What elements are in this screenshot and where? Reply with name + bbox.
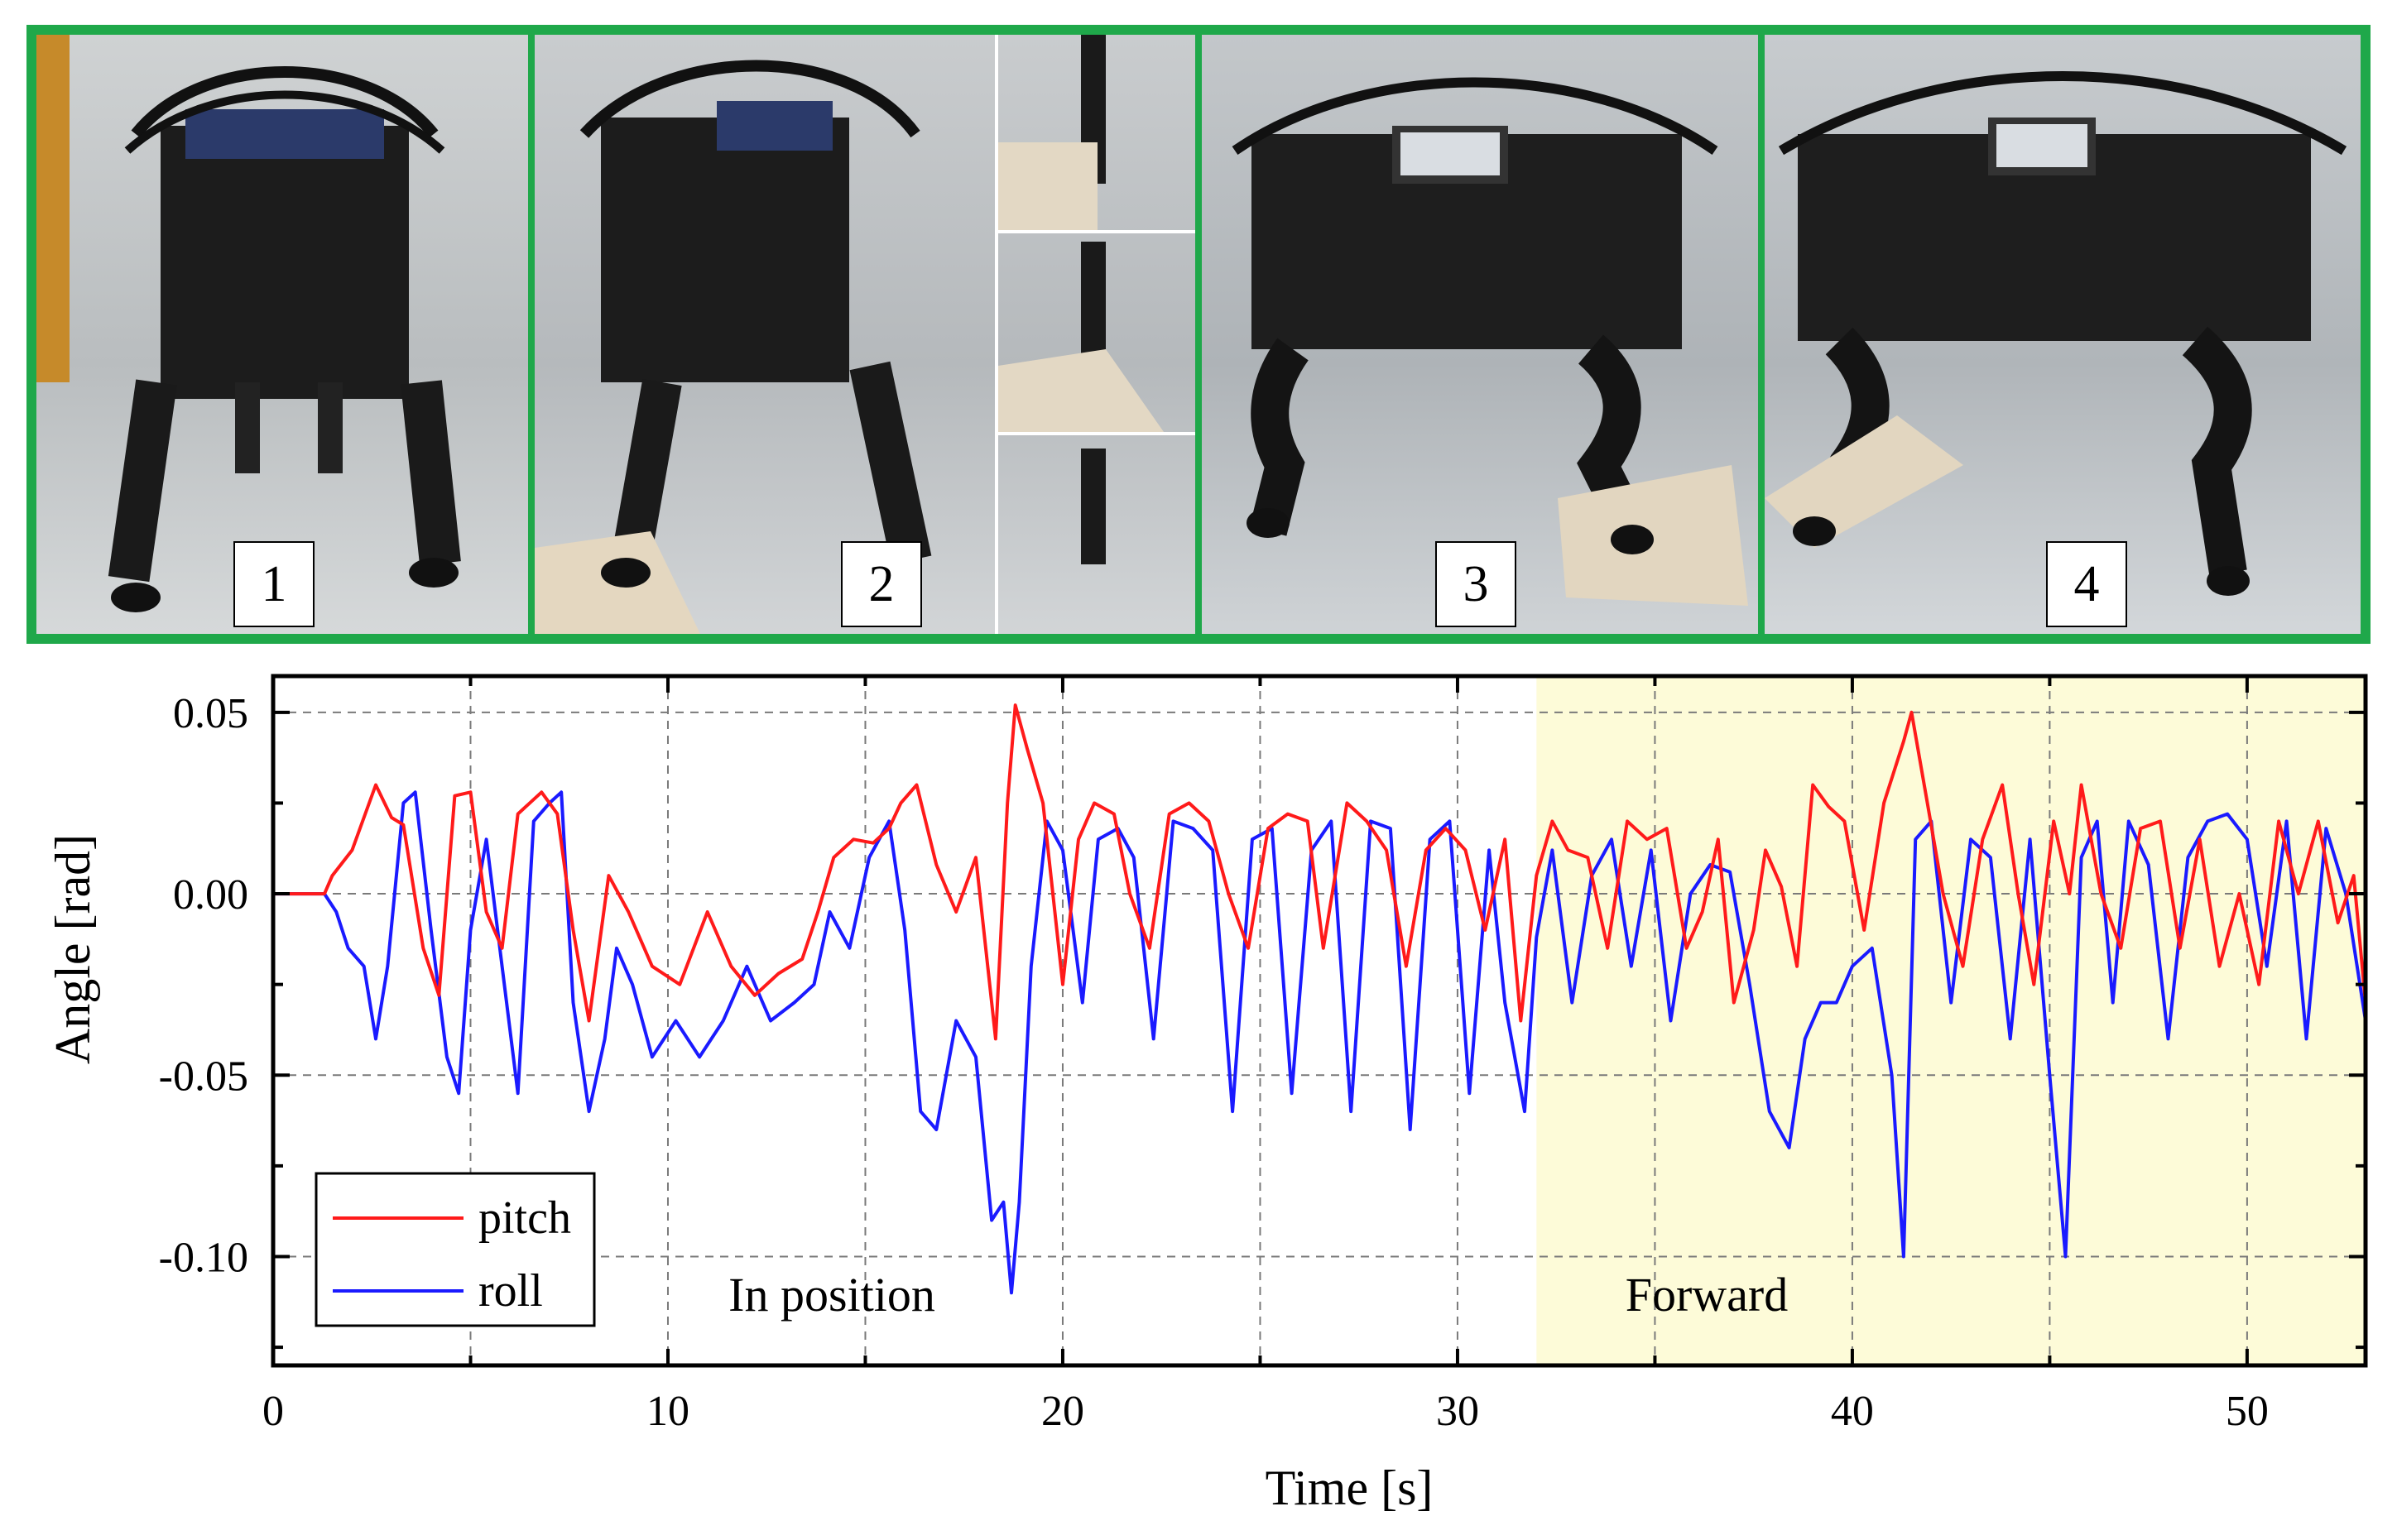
y-tick-label: -0.05 (159, 1053, 248, 1100)
panel-label-4: 4 (2046, 541, 2127, 627)
legend-box (315, 1172, 596, 1327)
x-tick-label: 40 (1831, 1388, 1874, 1435)
robot-illustration-4 (1765, 71, 2347, 596)
axis-ticks: 0 10 20 30 40 50 0.05 0.00 -0.05 -0.10 (159, 676, 2366, 1435)
grid-lines (273, 676, 2366, 1365)
photo-panel-1: 1 (36, 35, 528, 634)
annotation-forward: Forward (1626, 1268, 1789, 1322)
y-tick-label: 0.00 (173, 871, 248, 919)
annotation-in-position: In position (728, 1268, 935, 1322)
forward-phase-region (1536, 676, 2366, 1365)
panel-label-2: 2 (841, 541, 922, 627)
robot-illustration-2 (535, 35, 1195, 634)
panel-label-1: 1 (233, 541, 315, 627)
photo-panel-2: 2 (535, 35, 1195, 634)
x-tick-label: 20 (1041, 1388, 1084, 1435)
x-tick-label: 50 (2226, 1388, 2269, 1435)
x-tick-label: 10 (646, 1388, 689, 1435)
legend-label-roll: roll (478, 1265, 543, 1317)
photo-panel-4: 4 (1765, 35, 2361, 634)
legend-label-pitch: pitch (478, 1192, 571, 1244)
plot-frame (271, 674, 2368, 1368)
y-axis-label: Angle [rad] (46, 834, 100, 1064)
photo-strip: 1 2 (26, 25, 2371, 644)
panel-label-3: 3 (1435, 541, 1516, 627)
y-tick-label: -0.10 (159, 1234, 248, 1281)
y-tick-label: 0.05 (173, 690, 248, 737)
x-axis-label: Time [s] (1266, 1461, 1434, 1515)
legend: pitch roll (315, 1172, 596, 1327)
series-line-roll (273, 790, 2367, 1295)
x-tick-label: 0 (262, 1388, 284, 1435)
series-layer (273, 703, 2367, 1295)
robot-illustration-1 (36, 35, 461, 612)
robot-illustration-3 (1232, 77, 1748, 606)
series-line-pitch (273, 703, 2367, 1041)
photo-panel-3: 3 (1202, 35, 1758, 634)
x-tick-label: 30 (1436, 1388, 1479, 1435)
